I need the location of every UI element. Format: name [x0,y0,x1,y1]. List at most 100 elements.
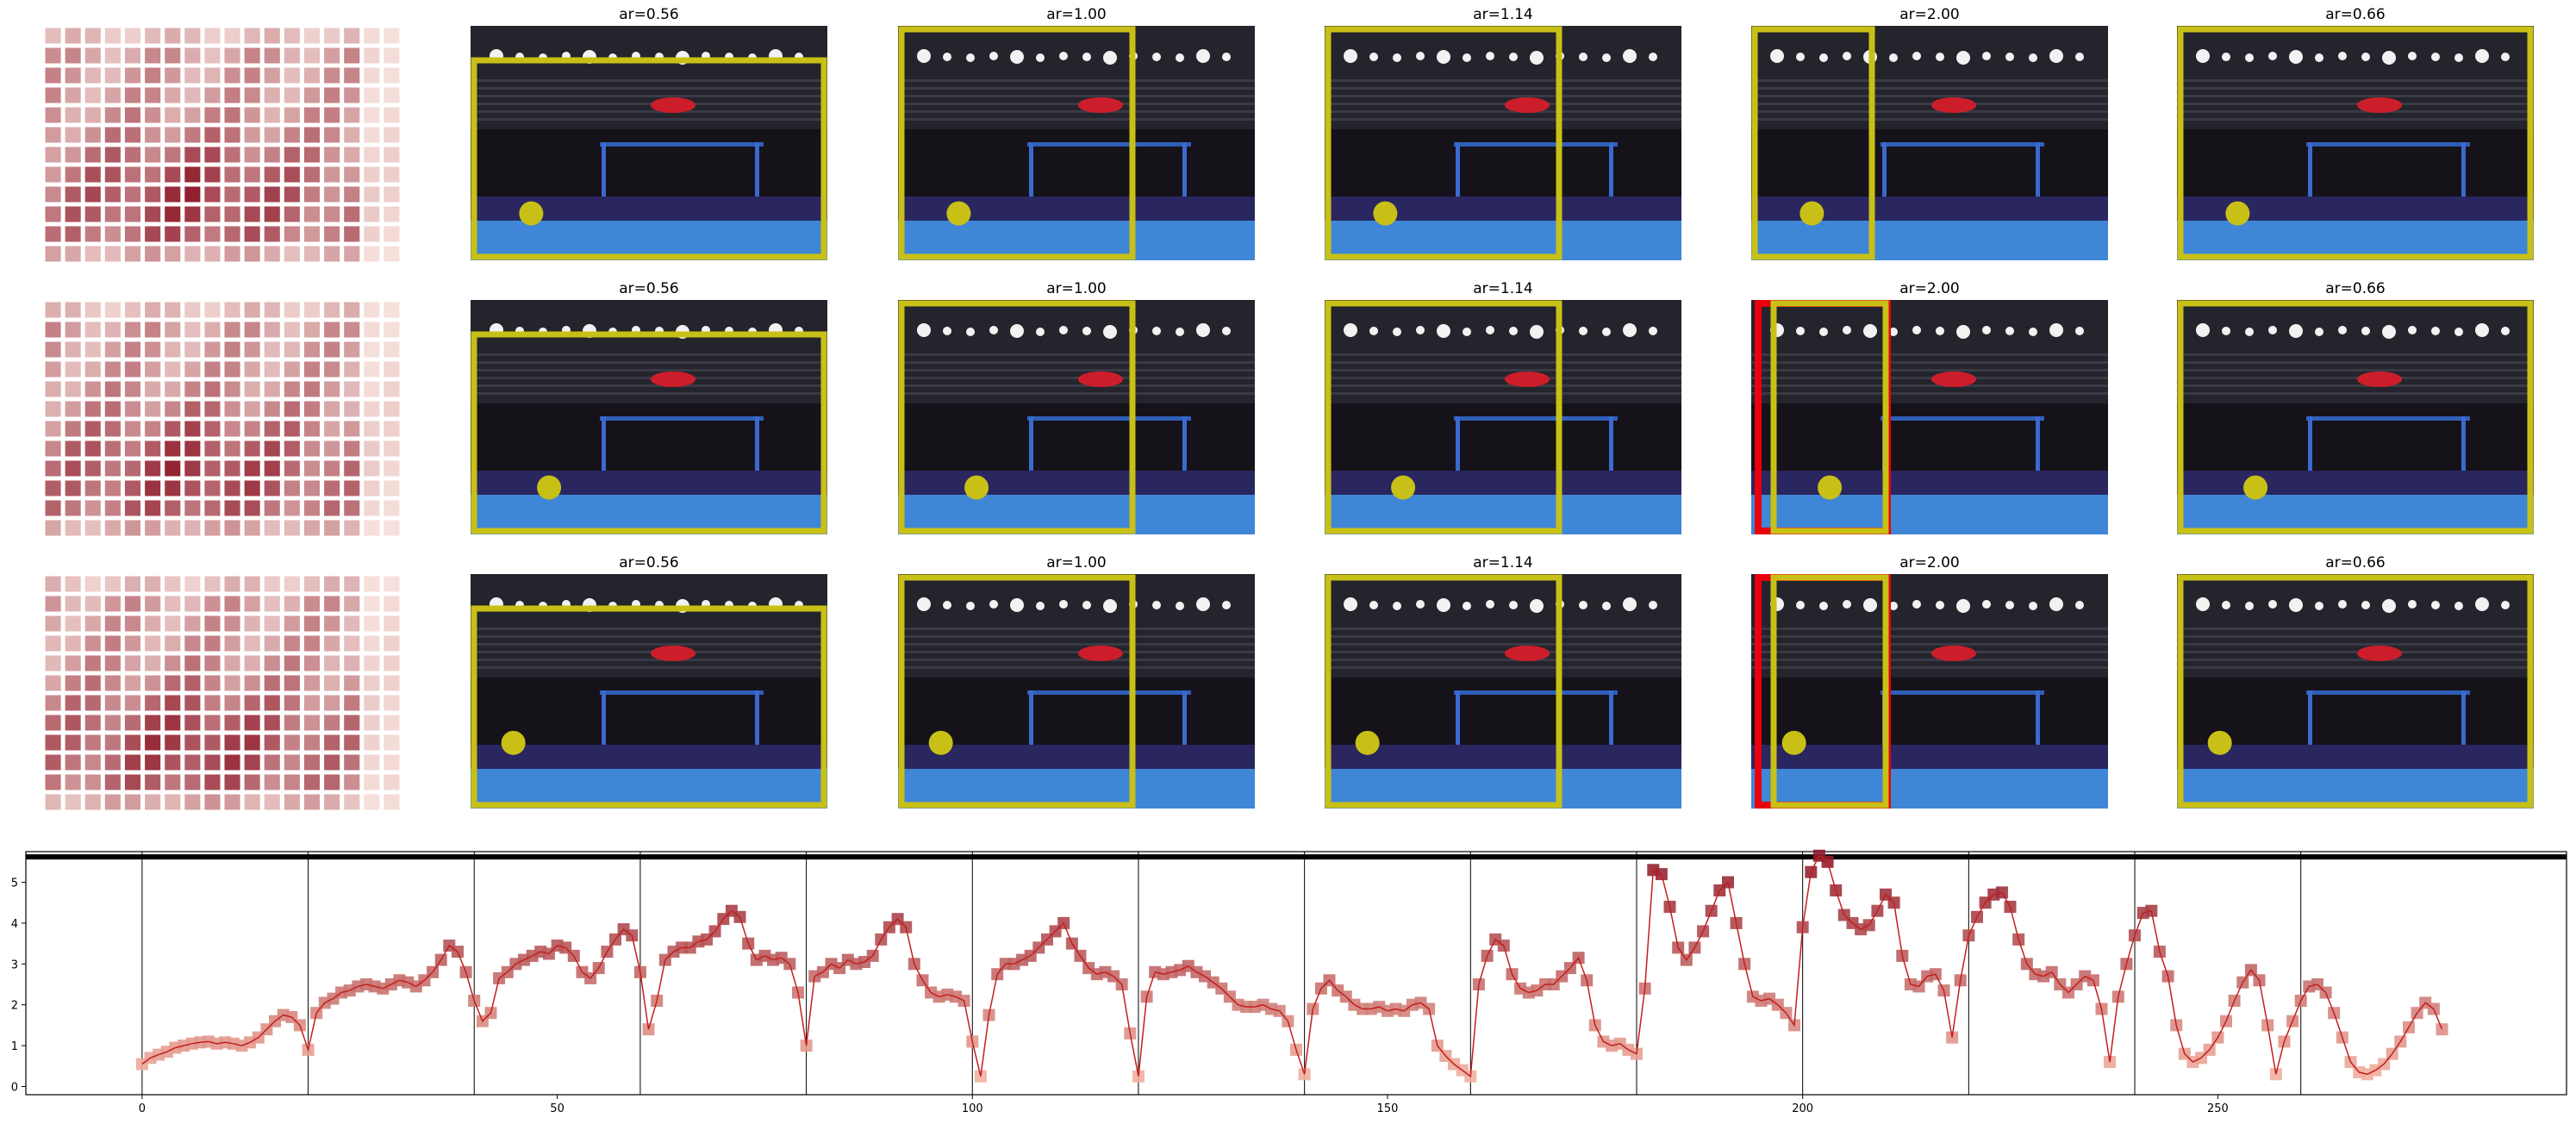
heatmap-cell [224,107,240,123]
heatmap-cell [124,480,140,496]
heatmap-cell [303,381,320,397]
heatmap-cell [204,794,221,810]
heatmap-cell [344,107,360,123]
stadium-light [2049,49,2063,63]
frame-title: ar=0.66 [2325,280,2386,297]
stands-row [471,87,827,90]
heatmap-cell [264,520,280,536]
stadium-light [1819,602,1828,610]
heatmap-cell [284,794,300,810]
arena-stands [1325,26,1681,129]
heatmap-cell [224,147,240,163]
frame-title: ar=1.00 [1046,6,1107,23]
stands-row [898,643,1255,646]
stands-row [898,103,1255,105]
heatmap-cell [204,500,221,516]
frame-image [1751,574,2108,809]
heatmap-cell [145,675,161,691]
heatmap-cell [344,147,360,163]
stadium-light [1602,328,1611,336]
heatmap-cell [264,67,280,84]
heatmap-cell [45,401,61,417]
heatmap-cell [165,186,181,203]
heatmap-cell [145,67,161,84]
heatmap-cell [65,576,81,592]
stadium-light [1579,601,1587,609]
heatmap-cell [145,28,161,44]
crop-frame [898,26,1255,260]
heatmap-cell [165,206,181,222]
floor-mat [471,495,827,534]
heatmap-cell [364,107,380,123]
stadium-light [1463,602,1471,610]
saliency-heatmap-row-2 [43,300,402,538]
heatmap-cell [165,47,181,64]
gymnast [651,372,695,387]
heatmap-cell [244,47,260,64]
stands-row [898,628,1255,630]
heatmap-cell [145,401,161,417]
heatmap-cell [324,47,340,64]
stadium-light [2454,53,2463,62]
heatmap-cell [184,302,201,318]
stadium-light [966,602,975,610]
apparatus-post [2308,690,2312,794]
arena-stands [898,26,1255,129]
stadium-light [2268,52,2277,60]
frame-image [2177,26,2534,260]
heatmap-cell [244,500,260,516]
frame-image [1325,300,1681,534]
banner-board [898,745,1255,769]
stands-row [2177,353,2534,356]
heatmap-cell [204,226,221,242]
crop-frame [471,574,827,809]
heatmap-cell [84,754,101,771]
heatmap-cell [384,401,400,417]
heatmap-cell [284,67,300,84]
heatmap-cell [364,480,380,496]
heatmap-cell [104,361,121,378]
heatmap-cell [165,715,181,731]
heatmap-cell [303,754,320,771]
heatmap-cell [124,734,140,751]
heatmap-cell [303,500,320,516]
heatmap-cell [165,67,181,84]
stands-row [471,369,827,372]
stadium-light [2075,327,2084,335]
frame-title: ar=1.00 [1046,280,1107,297]
heatmap-cell [104,500,121,516]
apparatus-bar [600,690,764,695]
heatmap-cell [145,655,161,671]
x-tick-label: 200 [1792,1102,1813,1115]
stands-row [1325,95,1681,97]
stadium-light [1819,53,1828,62]
heatmap-cell [145,695,161,711]
heatmap-cell [224,754,240,771]
heatmap-cell [284,734,300,751]
stands-row [1325,361,1681,364]
heatmap-cell [303,460,320,477]
stands-row [898,651,1255,653]
saliency-heatmap-row-3 [43,574,402,812]
heatmap-cell [364,794,380,810]
apparatus-bar [1027,416,1191,421]
arena-stands [1751,26,2108,129]
heatmap-cell [364,460,380,477]
heatmap-cell [45,127,61,143]
heatmap-cell [65,147,81,163]
heatmap-cell [124,421,140,437]
heatmap-cell [244,460,260,477]
heatmap-cell [284,401,300,417]
stands-row [1751,361,2108,364]
heatmap-cell [124,655,140,671]
stadium-light [1176,602,1184,610]
stadium-light [1437,598,1450,612]
heatmap-cell [124,715,140,731]
heatmap-cell [145,127,161,143]
heatmap-cell [344,87,360,103]
frame-image [1751,300,2108,534]
heatmap-cell [124,127,140,143]
heatmap-cell [165,440,181,457]
heatmap-cell [303,480,320,496]
stadium-light [1843,52,1851,60]
